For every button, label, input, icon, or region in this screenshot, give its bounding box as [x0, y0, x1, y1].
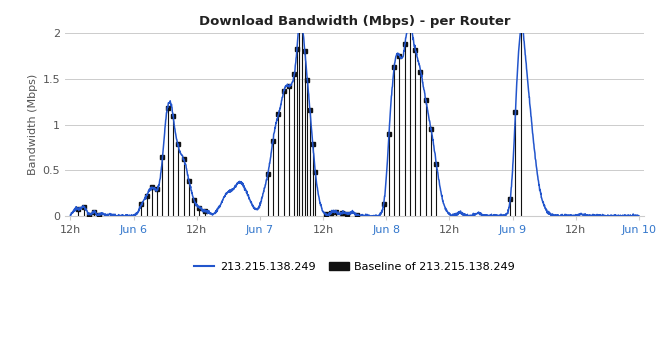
- Legend: 213.215.138.249, Baseline of 213.215.138.249: 213.215.138.249, Baseline of 213.215.138…: [190, 257, 519, 276]
- Title: Download Bandwidth (Mbps) - per Router: Download Bandwidth (Mbps) - per Router: [199, 15, 511, 28]
- Y-axis label: Bandwidth (Mbps): Bandwidth (Mbps): [28, 74, 38, 175]
